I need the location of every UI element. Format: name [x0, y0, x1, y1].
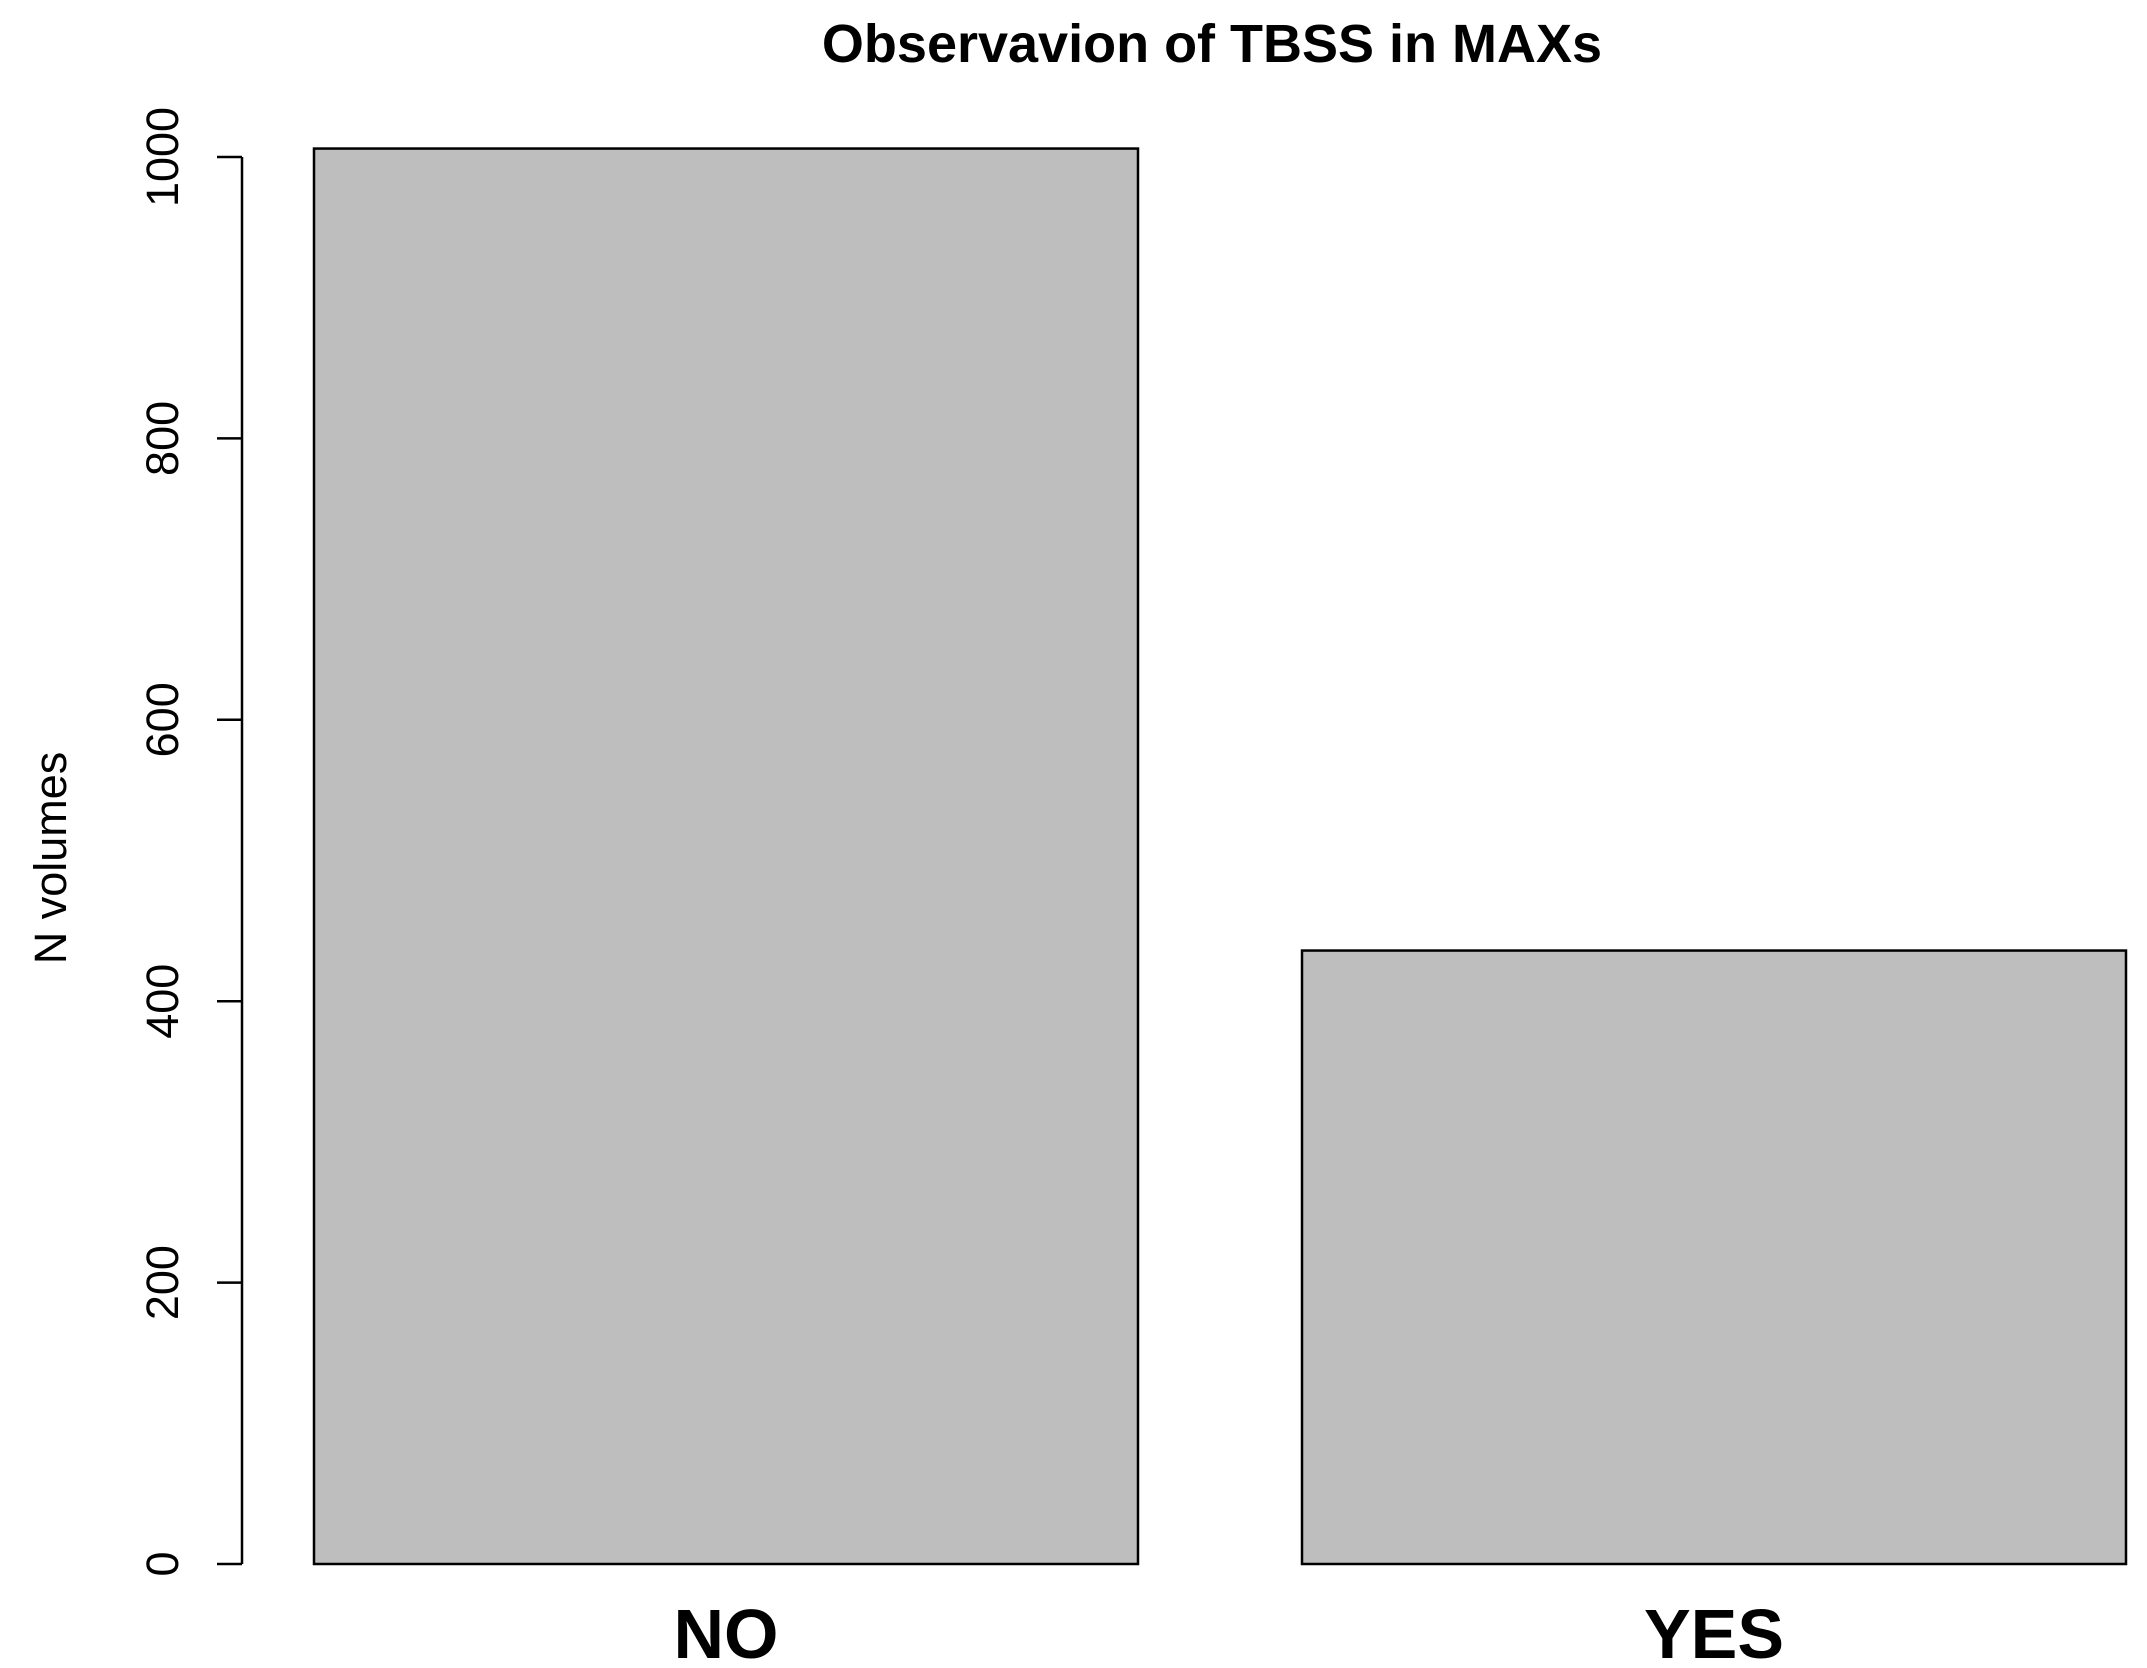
- x-tick-label: NO: [674, 1595, 779, 1663]
- y-tick-label: 1000: [137, 107, 188, 207]
- bar-no: [312, 147, 1140, 1566]
- bars-group: [312, 147, 2128, 1566]
- x-axis-labels: NO YES: [674, 1595, 1785, 1668]
- y-axis: 0 200 400 600 800 1000: [137, 107, 244, 1577]
- y-tick-label: 200: [137, 1245, 188, 1320]
- y-axis-label: N volumes: [25, 752, 76, 965]
- chart-title: Observavion of TBSS in MAXs: [822, 14, 1602, 74]
- x-tick-label: YES: [1644, 1595, 1784, 1663]
- y-tick-label: 600: [137, 682, 188, 757]
- y-tick-label: 800: [137, 401, 188, 476]
- y-tick-label: 0: [137, 1551, 188, 1576]
- y-tick-label: 400: [137, 964, 188, 1039]
- bar-yes: [1300, 949, 2128, 1566]
